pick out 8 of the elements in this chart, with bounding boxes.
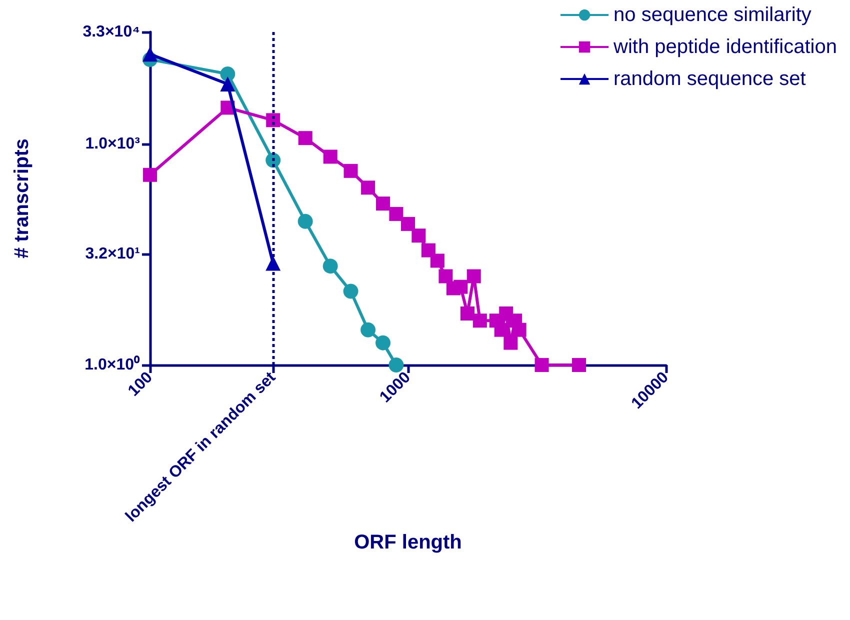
legend-label: no sequence similarity [614, 4, 812, 26]
legend-label: random sequence set [614, 68, 806, 90]
y-tick-label: 3.3×10⁴ [82, 24, 140, 40]
y-axis-title: # transcripts [11, 138, 33, 259]
x-axis-title: ORF length [354, 531, 462, 554]
y-tick-label: 1.0×10³ [85, 135, 140, 152]
y-tick-label: 3.2×10¹ [85, 246, 140, 263]
legend-label: with peptide identification [612, 36, 838, 58]
